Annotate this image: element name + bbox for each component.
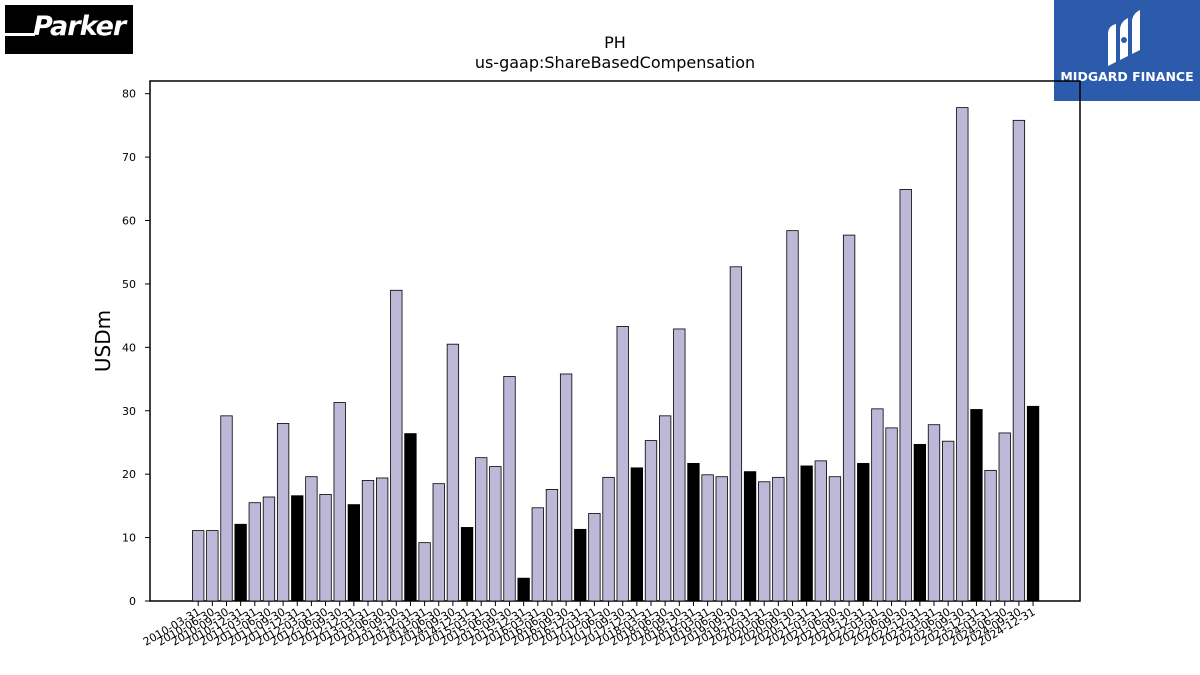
bar-2012-03-31 <box>305 476 318 602</box>
midgard-mark-icon <box>1108 10 1140 66</box>
bar-2024-12-31 <box>1026 405 1040 602</box>
bar-2015-03-31 <box>475 457 488 602</box>
bar-2016-12-31 <box>574 528 587 602</box>
bar-2018-06-30 <box>659 415 672 602</box>
bar-2014-12-31 <box>460 527 474 602</box>
bar-2018-03-31 <box>644 440 658 602</box>
bar-2010-03-31 <box>192 530 205 602</box>
bar-2024-03-31 <box>984 469 997 602</box>
plot-frame <box>149 80 1081 602</box>
bar-2017-12-31 <box>630 467 643 602</box>
bar-2013-12-31 <box>404 433 417 602</box>
bar-2023-09-30 <box>956 107 969 602</box>
bar-2010-12-31 <box>234 523 247 602</box>
y-tick-label: 80 <box>122 88 136 101</box>
bar-2022-09-30 <box>899 189 912 602</box>
bar-2017-03-31 <box>588 513 601 602</box>
bar-2019-09-30 <box>729 266 743 602</box>
bar-2017-06-30 <box>602 476 615 602</box>
y-axis: 0 10 20 30 40 50 60 70 80 <box>122 88 150 608</box>
bar-2022-06-30 <box>885 427 898 602</box>
y-tick-label: 50 <box>122 278 136 291</box>
bar-2018-12-31 <box>687 462 700 602</box>
bar-2016-03-31 <box>531 507 544 602</box>
parker-logo-text: Parker <box>33 11 126 42</box>
y-tick-label: 40 <box>122 341 136 354</box>
bar-2013-03-31 <box>361 480 375 602</box>
bar-2015-09-30 <box>503 376 516 602</box>
bar-2011-03-31 <box>248 502 261 602</box>
bar-2020-09-30 <box>786 230 799 602</box>
bar-2017-09-30 <box>616 326 629 602</box>
bar-2021-03-31 <box>814 460 827 602</box>
bar-2021-09-30 <box>842 234 856 602</box>
bar-2011-12-31 <box>291 495 304 602</box>
bar-2012-06-30 <box>319 494 332 602</box>
bar-2010-06-30 <box>206 530 219 602</box>
bar-2023-06-30 <box>942 440 955 602</box>
bar-2012-12-31 <box>347 504 361 602</box>
midgard-logo-text: MIDGARD FINANCE <box>1060 69 1194 84</box>
bar-2020-12-31 <box>800 465 813 602</box>
bar-2014-06-30 <box>432 483 445 602</box>
bar-2024-09-30 <box>1012 119 1026 602</box>
bar-2019-06-30 <box>715 476 728 602</box>
bar-2013-09-30 <box>390 289 403 602</box>
bar-2013-06-30 <box>375 477 389 602</box>
chart-title: PH <box>604 33 626 52</box>
bar-2015-06-30 <box>489 466 502 602</box>
bar-2021-12-31 <box>857 462 870 602</box>
bar-2019-12-31 <box>743 471 757 602</box>
bar-2018-09-30 <box>673 328 686 602</box>
bar-2023-12-31 <box>970 409 983 602</box>
y-tick-label: 10 <box>122 532 136 545</box>
x-axis: 2010-03-312010-06-302010-09-302010-12-31… <box>141 601 1038 649</box>
bar-2022-03-31 <box>871 408 884 602</box>
bar-2011-09-30 <box>276 423 290 602</box>
bar-2010-09-30 <box>220 415 233 602</box>
bar-2022-12-31 <box>913 443 926 602</box>
bar-2015-12-31 <box>517 577 530 602</box>
bar-2012-09-30 <box>333 402 346 602</box>
y-tick-label: 70 <box>122 151 136 164</box>
bar-2023-03-31 <box>927 424 941 602</box>
bar-2016-09-30 <box>559 373 573 602</box>
y-axis-label: USDm <box>91 310 115 372</box>
bar-2020-06-30 <box>772 476 785 602</box>
parker-logo: Parker <box>5 5 133 54</box>
midgard-finance-logo: MIDGARD FINANCE <box>1054 0 1200 101</box>
bar-2019-03-31 <box>701 474 714 602</box>
y-tick-label: 60 <box>122 215 136 228</box>
bar-2024-06-30 <box>998 432 1011 602</box>
bar-2016-06-30 <box>545 488 559 602</box>
bars-group <box>192 107 1040 602</box>
y-tick-label: 30 <box>122 405 136 418</box>
bar-2020-03-31 <box>758 481 771 602</box>
bar-2011-06-30 <box>262 496 276 602</box>
y-tick-label: 0 <box>129 595 136 608</box>
logo-stripe <box>5 33 35 36</box>
bar-2014-03-31 <box>418 542 431 602</box>
bar-2014-09-30 <box>446 343 460 602</box>
bar-2021-06-30 <box>828 476 842 602</box>
y-tick-label: 20 <box>122 468 136 481</box>
chart-subtitle: us-gaap:ShareBasedCompensation <box>475 53 755 72</box>
